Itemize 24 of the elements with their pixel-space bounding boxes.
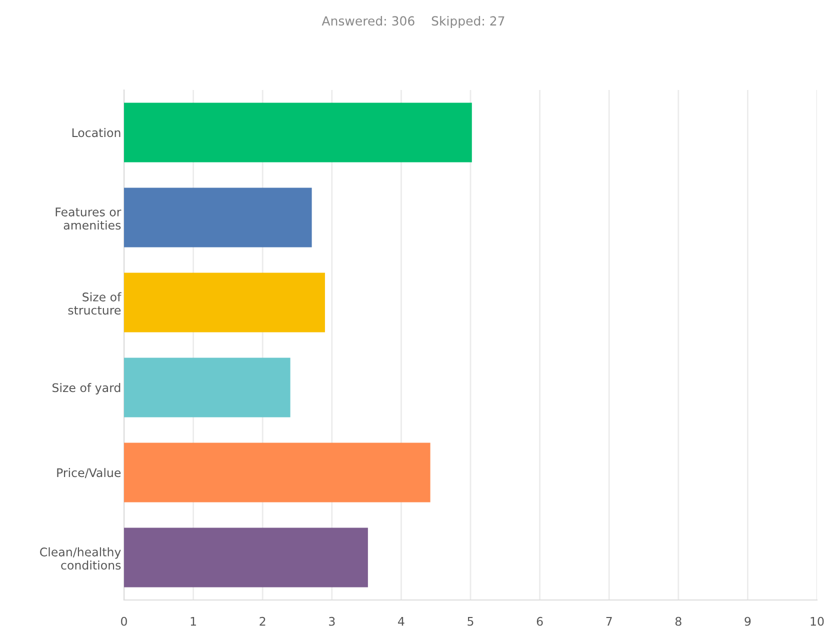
y-tick-label: Location bbox=[72, 128, 120, 138]
y-tick-label: Clean/healthy conditions bbox=[40, 547, 121, 570]
x-tick-label: 9 bbox=[744, 616, 751, 626]
x-tick-label: 10 bbox=[810, 616, 824, 626]
bar bbox=[124, 442, 430, 502]
bar bbox=[124, 528, 368, 588]
x-tick-label: 6 bbox=[536, 616, 543, 626]
x-tick-label: 3 bbox=[329, 616, 335, 626]
x-tick-label: 2 bbox=[260, 616, 266, 626]
x-tick-label: 8 bbox=[675, 616, 682, 626]
chart-title: Answered: 306 Skipped: 27 bbox=[322, 16, 504, 28]
x-tick-label: 1 bbox=[190, 617, 196, 626]
y-tick-label: Size of structure bbox=[68, 292, 122, 315]
x-tick-label: 4 bbox=[398, 617, 404, 626]
bar bbox=[124, 358, 290, 418]
x-tick-label: 5 bbox=[468, 617, 474, 626]
bar bbox=[124, 188, 312, 248]
bar bbox=[124, 102, 472, 162]
y-tick-label: Price/Value bbox=[57, 468, 121, 478]
y-tick-label: Size of yard bbox=[52, 383, 120, 394]
x-tick-label: 0 bbox=[121, 616, 127, 626]
y-tick-label: Features or amenities bbox=[56, 208, 122, 230]
bar bbox=[124, 272, 325, 332]
x-tick-label: 7 bbox=[606, 617, 612, 626]
